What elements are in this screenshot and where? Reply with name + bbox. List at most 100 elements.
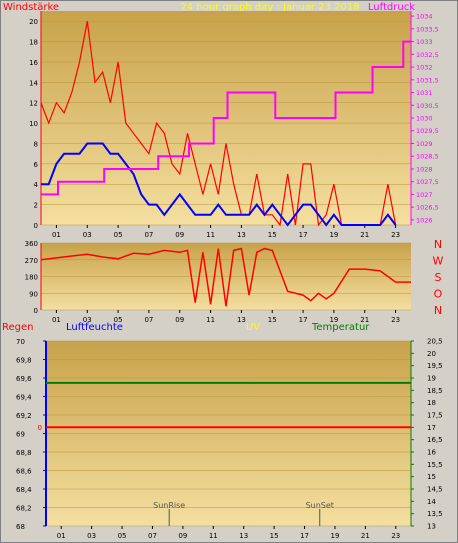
direction-axis-tick-label: 270: [25, 257, 38, 265]
temperature-axis-tick-label: 17,5: [427, 412, 443, 420]
pressure-axis-tick-label: 1028: [416, 165, 433, 173]
direction-axis-tick-label: 360: [25, 240, 38, 248]
hour-axis-tick-label: 21: [360, 231, 369, 239]
wind-direction-line: [40, 247, 411, 307]
hour-axis-tick-label: 15: [270, 532, 279, 540]
wind-axis-tick-label: 6: [34, 161, 39, 169]
humidity-axis-tick-label: 68: [16, 523, 25, 531]
compass-label: N: [434, 304, 442, 317]
hour-axis-tick-label: 23: [391, 231, 400, 239]
hour-axis-tick-label: 01: [52, 316, 61, 324]
compass-label: O: [434, 288, 443, 301]
hour-axis-tick-label: 15: [268, 316, 277, 324]
temperature-axis-tick-label: 14,5: [427, 486, 443, 494]
wind-axis-tick-label: 12: [29, 100, 38, 108]
wind-axis-tick-label: 14: [29, 79, 38, 87]
humidity-axis-tick-label: 68,8: [16, 449, 32, 457]
hour-axis-tick-label: 11: [206, 316, 215, 324]
hour-axis-tick-label: 21: [360, 316, 369, 324]
hour-axis-tick-label: 09: [175, 316, 184, 324]
pressure-axis-tick-label: 1034: [416, 13, 433, 21]
pressure-axis-tick-label: 1033: [416, 38, 433, 46]
rain-axis-title: Regen: [2, 322, 34, 333]
humidity-axis-tick-label: 68,6: [16, 468, 32, 476]
pressure-line: [41, 40, 411, 196]
wind-axis-tick-label: 18: [29, 39, 38, 47]
hour-axis-tick-label: 05: [114, 231, 123, 239]
pressure-axis-tick-label: 1032: [416, 64, 433, 72]
hour-axis-tick-label: 07: [144, 316, 153, 324]
humidity-axis-tick-label: 69,8: [16, 357, 32, 365]
humidity-axis-tick-label: 69,6: [16, 375, 32, 383]
hour-axis-tick-label: 01: [52, 231, 61, 239]
hour-axis-tick-label: 09: [175, 231, 184, 239]
hour-axis-tick-label: 11: [209, 532, 218, 540]
pressure-axis-title: Luftdruck: [368, 2, 415, 13]
pressure-axis-tick-label: 1033,5: [416, 25, 439, 33]
hour-axis-tick-label: 17: [300, 532, 309, 540]
humidity-axis-tick-label: 69: [16, 431, 25, 439]
pressure-axis-tick-label: 1026,5: [416, 204, 439, 212]
wind-axis-tick-label: 2: [34, 202, 38, 210]
wind-axis-tick-label: 8: [34, 140, 38, 148]
hour-axis-tick-label: 03: [83, 231, 92, 239]
hour-axis-tick-label: 23: [391, 532, 400, 540]
hour-axis-tick-label: 19: [329, 231, 338, 239]
pressure-axis-tick-label: 1030,5: [416, 102, 439, 110]
hour-axis-tick-label: 21: [361, 532, 370, 540]
wind-axis-tick-label: 20: [29, 18, 38, 26]
temperature-axis-title: Temperatur: [311, 322, 370, 333]
hour-axis-tick-label: 13: [237, 316, 246, 324]
pressure-axis-tick-label: 1026: [416, 216, 433, 224]
hour-axis-tick-label: 19: [329, 316, 338, 324]
temperature-axis-tick-label: 15,5: [427, 461, 443, 469]
compass-label: S: [435, 271, 442, 284]
hour-axis-tick-label: 15: [268, 231, 277, 239]
humidity-axis-tick-label: 69,2: [16, 412, 32, 420]
direction-axis-tick-label: 90: [29, 290, 38, 298]
hour-axis-tick-label: 09: [178, 532, 187, 540]
uv-axis-title: UV: [246, 322, 260, 333]
wind-axis-tick-label: 4: [34, 181, 39, 189]
hour-axis-tick-label: 05: [118, 532, 127, 540]
hour-axis-tick-label: 01: [57, 532, 66, 540]
pressure-axis-tick-label: 1027: [416, 191, 433, 199]
direction-axis-tick-label: 180: [25, 274, 38, 282]
pressure-axis-tick-label: 1032,5: [416, 51, 439, 59]
hour-axis-tick-label: 13: [237, 231, 246, 239]
sun-event-label: SunSet: [306, 501, 334, 510]
humidity-temperature-panel: 68 68,2 68,4 68,6 68,8 69 69,2 69,4 69,6 69,8 70 1…: [16, 338, 443, 541]
wind-gust-line: [40, 21, 397, 227]
hour-axis-tick-label: 19: [330, 532, 339, 540]
temperature-axis-tick-label: 14: [427, 498, 436, 506]
wind-average-line: [41, 142, 397, 227]
temperature-axis-tick-label: 18,5: [427, 387, 443, 395]
temperature-axis-tick-label: 13: [427, 523, 436, 531]
humidity-axis-tick-label: 68,4: [16, 486, 32, 494]
hour-axis-tick-label: 03: [83, 316, 92, 324]
pressure-axis-tick-label: 1029,5: [416, 127, 439, 135]
temperature-axis-tick-label: 17: [427, 424, 436, 432]
wind-axis-tick-label: 16: [29, 59, 38, 67]
temperature-axis-tick-label: 16,5: [427, 436, 443, 444]
temperature-axis-tick-label: 19,5: [427, 362, 443, 370]
hour-axis-tick-label: 03: [87, 532, 96, 540]
compass-label: N: [434, 238, 442, 251]
humidity-axis-tick-label: 68,2: [16, 505, 32, 513]
pressure-axis-tick-label: 1030: [416, 115, 433, 123]
hour-axis-tick-label: 07: [148, 532, 157, 540]
sun-event-label: SunRise: [153, 501, 185, 510]
wind-axis-title: Windstärke: [3, 2, 59, 13]
humidity-axis-title: Luftfeuchte: [66, 322, 123, 333]
pressure-axis-tick-label: 1028,5: [416, 153, 439, 161]
hour-axis-tick-label: 05: [114, 316, 123, 324]
temperature-axis-tick-label: 20,5: [427, 338, 443, 346]
pressure-axis-tick-label: 1031,5: [416, 76, 439, 84]
temperature-axis-tick-label: 18: [427, 399, 436, 407]
chart-title: 24 hour graph day : Januar 23 2018: [180, 2, 359, 13]
wind-pressure-panel: 0 2 4 6 8 10 12 14 16 18 20 1026 1026,5 1027 1027,5 10…: [29, 11, 439, 239]
humidity-axis-tick-label: 70: [16, 338, 25, 346]
hour-axis-tick-label: 11: [206, 231, 215, 239]
temperature-axis-tick-label: 15: [427, 473, 436, 481]
